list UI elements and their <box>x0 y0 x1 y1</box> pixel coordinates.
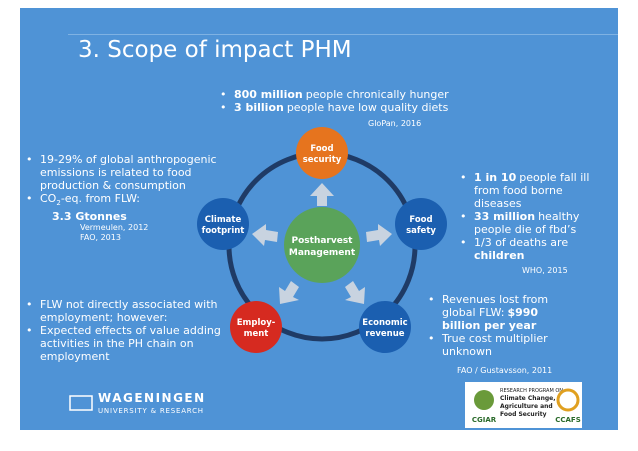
node-label: Economic revenue <box>362 318 407 339</box>
bullet: 19-29% of global anthropogenic emissions… <box>26 153 236 192</box>
bullet: CO2-eq. from FLW: <box>26 192 236 210</box>
bullet: Revenues lost from global FLW:$990 billi… <box>428 293 568 332</box>
bullet: True cost multiplier unknown <box>428 332 568 358</box>
diagram: Postharvest Management Food security Food s… <box>69 127 582 428</box>
left-bottom-text: FLW not directly associated with employm… <box>26 298 226 363</box>
node <box>197 198 249 250</box>
source: WHO, 2015 <box>522 266 568 275</box>
node-label: Employ-ment <box>237 318 276 339</box>
node-label: Food security <box>303 144 342 165</box>
svg-text:WAGENINGEN: WAGENINGEN <box>98 391 206 405</box>
node <box>296 127 348 179</box>
wur-logo: WAGENINGEN UNIVERSITY & RESEARCH <box>69 391 206 415</box>
center-circle <box>284 207 360 283</box>
bullet: FLW not directly associated with employm… <box>26 298 226 324</box>
center-label: Postharvest Management <box>289 236 356 258</box>
cgiar: CGIAR <box>472 416 497 424</box>
arrows <box>252 183 392 304</box>
node-label: Food safety <box>406 215 436 236</box>
source: GloPan, 2016 <box>368 119 422 128</box>
node <box>395 198 447 250</box>
ccafs: CCAFS <box>555 416 581 424</box>
slide: 3. Scope of impact PHM 800 millionpeople… <box>20 8 618 430</box>
right-bottom-text: Revenues lost from global FLW:$990 billi… <box>428 293 568 358</box>
node <box>230 301 282 353</box>
svg-text:UNIVERSITY & RESEARCH: UNIVERSITY & RESEARCH <box>98 407 204 415</box>
cgiar-icon <box>474 390 494 410</box>
program: RESEARCH PROGRAM ON Climate Change, Agricu… <box>500 388 563 418</box>
slide-title: 3. Scope of impact PHM <box>78 37 352 63</box>
node <box>359 301 411 353</box>
bullet: Expected effects of value adding activit… <box>26 324 226 363</box>
title-rule <box>68 34 618 35</box>
source: Vermeulen, 2012 FAO, 2013 <box>80 223 149 242</box>
left-top-text: 19-29% of global anthropogenic emissions… <box>26 153 236 223</box>
source: FAO / Gustavsson, 2011 <box>457 366 553 375</box>
node-label: Climate footprint <box>202 215 245 236</box>
ccafs-icon <box>556 388 580 412</box>
